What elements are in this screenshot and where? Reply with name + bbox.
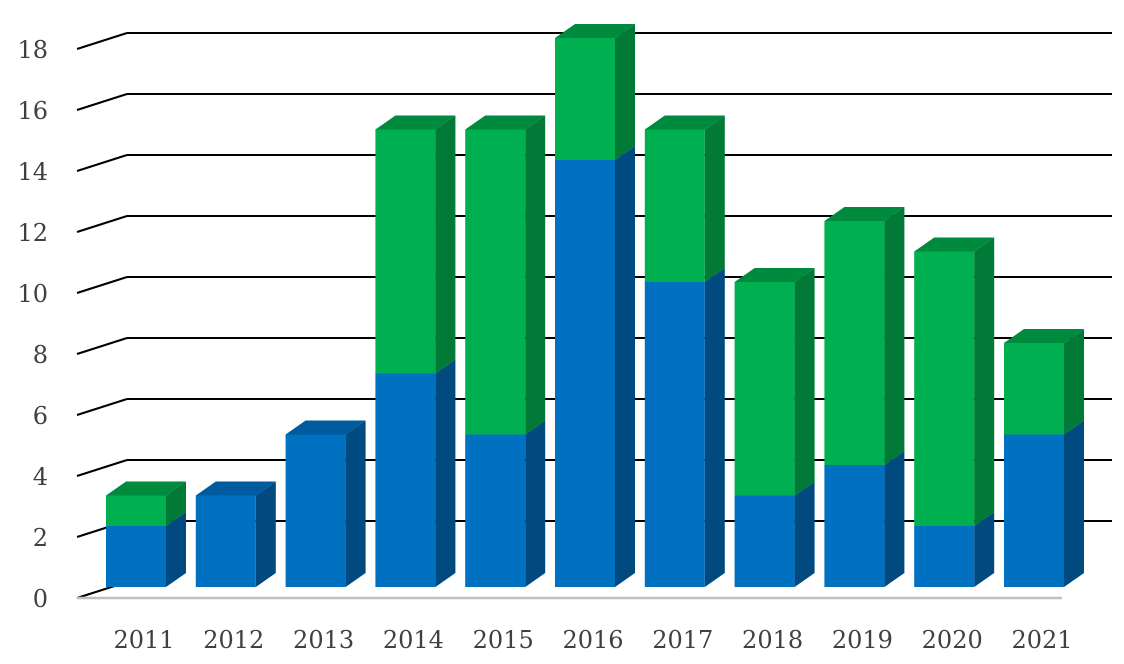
bar-2015-series-2 bbox=[465, 129, 526, 435]
bar-2019-series-2-side bbox=[884, 207, 905, 465]
bar-2014-series-2 bbox=[375, 129, 436, 374]
y-tick-label: 10 bbox=[17, 280, 48, 308]
x-tick-label: 2019 bbox=[832, 626, 893, 654]
bar-2021-series-2 bbox=[1004, 343, 1064, 435]
bar-2013-top bbox=[285, 420, 366, 435]
bar-2011-top bbox=[106, 481, 186, 496]
bars bbox=[106, 24, 1084, 587]
bar-2021-top bbox=[1004, 329, 1084, 343]
x-tick-label: 2016 bbox=[562, 626, 623, 654]
bar-2014-series-2-side bbox=[435, 115, 456, 374]
x-tick-label: 2020 bbox=[922, 626, 983, 654]
bar-2021-series-2-side bbox=[1064, 329, 1084, 435]
gridline-depth bbox=[76, 215, 128, 233]
bar-2021-series-1-side bbox=[1064, 420, 1084, 587]
bar-2020-series-2 bbox=[914, 251, 975, 526]
bar-2015-series-1-side bbox=[525, 420, 546, 587]
bar-2012-series-1 bbox=[195, 495, 256, 587]
y-tick-label: 4 bbox=[33, 463, 48, 491]
bar-2019-top bbox=[824, 207, 905, 221]
bar-2011-series-2-side bbox=[166, 481, 186, 526]
bar-2018-series-1 bbox=[734, 495, 795, 587]
bar-2018-top bbox=[734, 268, 815, 282]
bar-2015-series-2-side bbox=[525, 115, 546, 435]
bar-2015-series-1 bbox=[465, 434, 526, 587]
bar-2018-series-2-side bbox=[794, 268, 815, 496]
bar-2014-series-1 bbox=[375, 373, 436, 587]
bar-2021-series-1 bbox=[1004, 434, 1064, 587]
y-tick-label: 2 bbox=[33, 524, 48, 552]
bar-2017-series-1 bbox=[644, 282, 705, 587]
y-tick-label: 14 bbox=[17, 158, 48, 186]
y-tick-label: 8 bbox=[33, 341, 48, 369]
bar-2012-top bbox=[195, 481, 276, 496]
bar-2014-top bbox=[375, 115, 456, 130]
gridline-depth bbox=[76, 154, 128, 172]
gridline-depth bbox=[76, 276, 128, 294]
bar-2020-series-2-side bbox=[974, 237, 995, 526]
x-tick-label: 2014 bbox=[383, 626, 444, 654]
bar-2016-series-2-side bbox=[615, 24, 635, 160]
bar-2017-series-1-side bbox=[704, 268, 725, 587]
x-tick-label: 2011 bbox=[113, 626, 174, 654]
x-tick-label: 2017 bbox=[652, 626, 713, 654]
x-tick-label: 2012 bbox=[203, 626, 264, 654]
x-tick-label: 2021 bbox=[1011, 626, 1072, 654]
x-tick-label: 2013 bbox=[293, 626, 354, 654]
bar-2011-series-1-side bbox=[166, 512, 186, 587]
bar-2019-series-1 bbox=[824, 465, 885, 587]
x-axis-ticks: 2011 2012 2013 2014 2015 2016 2017 2018 2019 2020… bbox=[113, 626, 1072, 654]
bar-2018-series-1-side bbox=[794, 481, 815, 587]
y-axis-ticks: 0 2 4 6 8 10 12 14 16 18 bbox=[17, 36, 48, 613]
y-tick-label: 0 bbox=[33, 585, 48, 613]
y-tick-label: 16 bbox=[17, 97, 48, 125]
bar-2017-series-2-side bbox=[704, 115, 725, 282]
bar-2019-series-2 bbox=[824, 221, 885, 465]
x-tick-label: 2018 bbox=[742, 626, 803, 654]
bar-2013-series-1 bbox=[285, 434, 346, 587]
bar-2017-series-2 bbox=[644, 129, 705, 282]
gridline-depth bbox=[76, 398, 128, 416]
bar-2011-series-2 bbox=[106, 495, 166, 526]
y-tick-label: 18 bbox=[17, 36, 48, 64]
bar-2012-series-1-side bbox=[255, 481, 276, 587]
gridline-depth bbox=[76, 337, 128, 355]
gridline-depth bbox=[76, 93, 128, 111]
y-tick-label: 12 bbox=[17, 219, 48, 247]
bar-2020-series-1-side bbox=[974, 512, 995, 587]
bar-2020-top bbox=[914, 237, 995, 252]
y-tick-label: 6 bbox=[33, 402, 48, 430]
bar-2020-series-1 bbox=[914, 526, 975, 587]
bar-2016-series-2 bbox=[555, 38, 615, 160]
bar-2016-series-1-side bbox=[615, 146, 635, 587]
bar-2018-series-2 bbox=[734, 282, 795, 496]
gridline-depth bbox=[76, 32, 128, 50]
bar-2014-series-1-side bbox=[435, 359, 456, 587]
bar-2011-series-1 bbox=[106, 526, 166, 587]
bar-2019-series-1-side bbox=[884, 451, 905, 587]
bar-2015-top bbox=[465, 115, 546, 130]
bar-2017-top bbox=[644, 115, 725, 130]
gridline-depth bbox=[76, 459, 128, 477]
bar-2016-top bbox=[555, 24, 635, 38]
bar-2016-series-1 bbox=[555, 160, 615, 587]
bar-2013-series-1-side bbox=[345, 420, 366, 587]
x-tick-label: 2015 bbox=[473, 626, 534, 654]
